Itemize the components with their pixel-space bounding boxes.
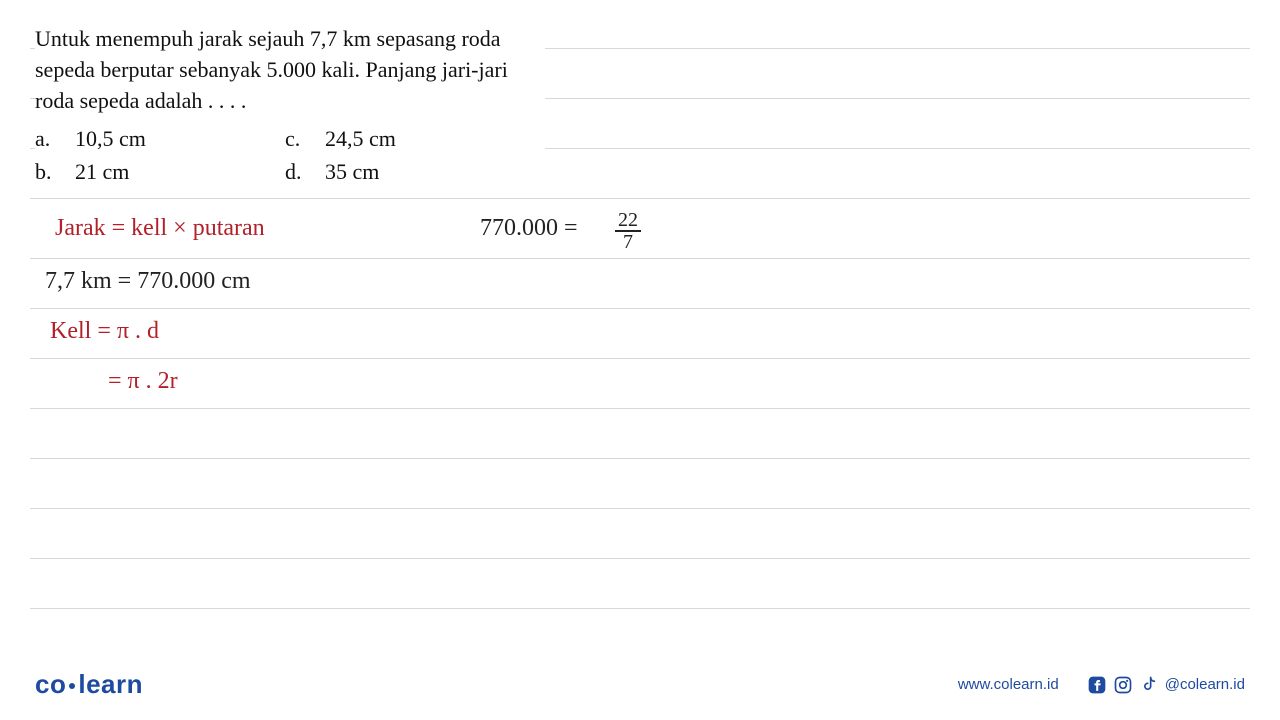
option-c-value: 24,5 cm [325, 122, 396, 155]
option-c-label: c. [285, 122, 315, 155]
option-d-label: d. [285, 155, 315, 188]
fraction-22-7: 22 7 [615, 210, 641, 252]
rule-line [30, 358, 1250, 359]
rule-line [30, 608, 1250, 609]
logo-text-right: learn [78, 669, 143, 699]
work-line-2-fraction: 22 7 [615, 210, 641, 252]
work-line-5: = π . 2r [108, 368, 178, 395]
work-line-1: Jarak = kell × putaran [55, 215, 265, 242]
footer-handle: @colearn.id [1165, 676, 1245, 693]
page-root: Untuk menempuh jarak sejauh 7,7 km sepas… [0, 0, 1280, 720]
social-row: @colearn.id [1087, 675, 1245, 695]
question-block: Untuk menempuh jarak sejauh 7,7 km sepas… [35, 20, 545, 192]
rule-line [30, 258, 1250, 259]
option-b-label: b. [35, 155, 65, 188]
logo-text-left: co [35, 669, 66, 699]
option-d-value: 35 cm [325, 155, 379, 188]
facebook-icon [1087, 675, 1107, 695]
option-a-label: a. [35, 122, 65, 155]
fraction-denominator: 7 [615, 232, 641, 252]
option-a-value: 10,5 cm [75, 122, 275, 155]
rule-line [30, 308, 1250, 309]
instagram-icon [1113, 675, 1133, 695]
work-line-4: Kell = π . d [50, 318, 159, 345]
tiktok-icon [1139, 675, 1159, 695]
option-b-value: 21 cm [75, 155, 275, 188]
footer: colearn www.colearn.id @colearn.id [35, 669, 1245, 700]
options-row-1: a. 10,5 cm c. 24,5 cm [35, 122, 545, 155]
rule-line [30, 408, 1250, 409]
brand-logo: colearn [35, 669, 143, 700]
footer-url: www.colearn.id [958, 676, 1059, 693]
rule-line [30, 458, 1250, 459]
options-row-2: b. 21 cm d. 35 cm [35, 155, 545, 188]
options-list: a. 10,5 cm c. 24,5 cm b. 21 cm d. 35 cm [35, 122, 545, 188]
rule-line [30, 198, 1250, 199]
rule-line [30, 508, 1250, 509]
work-line-2-lhs: 770.000 = [480, 215, 578, 242]
footer-right: www.colearn.id @colearn.id [958, 675, 1245, 695]
work-line-3: 7,7 km = 770.000 cm [45, 268, 251, 295]
fraction-numerator: 22 [615, 210, 641, 232]
question-text: Untuk menempuh jarak sejauh 7,7 km sepas… [35, 24, 545, 116]
logo-dot-icon [69, 683, 75, 689]
rule-line [30, 558, 1250, 559]
